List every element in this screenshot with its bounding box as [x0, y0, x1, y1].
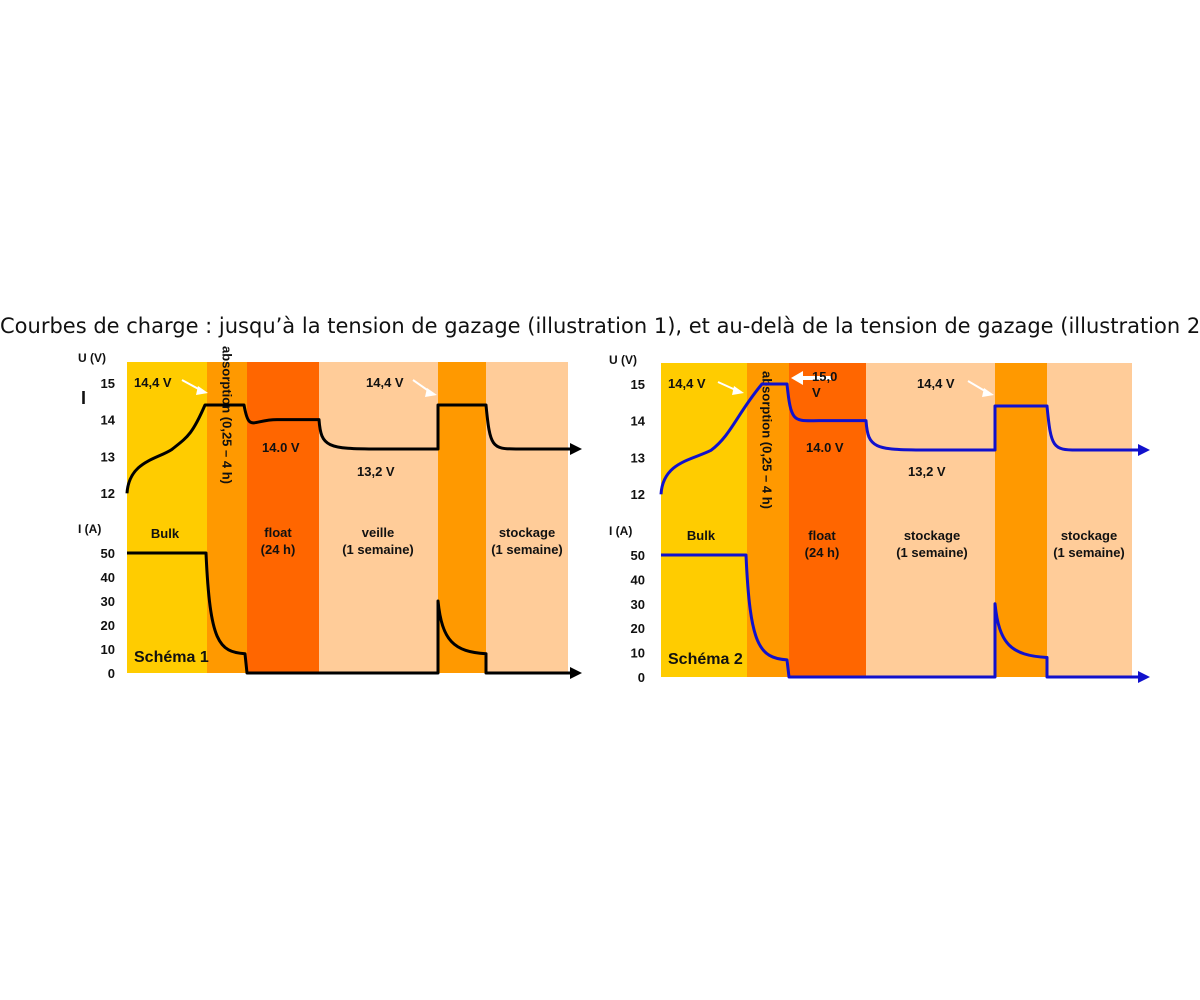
phase-label-float-2: (24 h) — [805, 545, 840, 560]
i-tick-30: 30 — [101, 594, 115, 609]
annotation-1: 14,4 V — [134, 375, 172, 390]
i-tick-20: 20 — [631, 621, 645, 636]
phase-band-stockage — [866, 363, 995, 677]
u-tick-12: 12 — [101, 486, 115, 501]
phase-band-veille — [319, 362, 438, 673]
voltage-arrowhead — [570, 443, 582, 455]
phase-label-stockage-2: (1 semaine) — [896, 545, 968, 560]
phase-label-stockage2-1: stockage — [1061, 528, 1117, 543]
u-tick-14: 14 — [101, 413, 116, 428]
i-tick-30: 30 — [631, 597, 645, 612]
annotation-4: 14.0 V — [806, 440, 844, 455]
pointer-arrowhead-2 — [982, 388, 994, 397]
voltage-arrowhead — [1138, 444, 1150, 456]
chart-2: Bulk absorption (0,25 – 4 h) float (24 h) st… — [609, 353, 1150, 685]
phase-label-stockage-1: stockage — [904, 528, 960, 543]
annotation-5: 13,2 V — [908, 464, 946, 479]
pointer-arrowhead-1 — [732, 386, 744, 395]
schema-label: Schéma 1 — [134, 649, 209, 666]
phase-label-bulk-1: Bulk — [151, 526, 180, 541]
u-tick-15: 15 — [631, 377, 645, 392]
i-tick-10: 10 — [631, 646, 645, 661]
current-curve — [127, 551, 572, 675]
phase-label-absorption: absorption (0,25 – 4 h) — [220, 346, 235, 484]
current-arrowhead — [1138, 671, 1150, 683]
i-tick-20: 20 — [101, 618, 115, 633]
schema-label: Schéma 2 — [668, 651, 743, 668]
u-tick-15: 15 — [101, 376, 115, 391]
phase-label-absorption: absorption (0,25 – 4 h) — [760, 371, 775, 509]
phase-band-float — [789, 363, 866, 677]
i-tick-40: 40 — [101, 570, 115, 585]
phase-label-veille-1: veille — [362, 525, 395, 540]
annotation-2: 14.0 V — [262, 440, 300, 455]
annotation-6: 14,4 V — [917, 376, 955, 391]
phase-label-stockage-1: stockage — [499, 525, 555, 540]
voltage-curve — [659, 382, 1140, 495]
pointer-arrowhead-2 — [425, 388, 437, 397]
phase-label-float-1: float — [264, 525, 292, 540]
i-axis-label: I (A) — [78, 522, 101, 536]
i-tick-0: 0 — [108, 666, 115, 681]
i-axis-label: I (A) — [609, 524, 632, 538]
current-arrowhead — [570, 667, 582, 679]
voltage-curve — [125, 403, 572, 494]
chart-1: Bulk absorption (0,25 – 4 h) float (24 h) ve… — [78, 346, 582, 681]
annotation-3: V — [812, 385, 821, 400]
phase-band-bulk — [661, 363, 747, 677]
annotation-3: 13,2 V — [357, 464, 395, 479]
i-tick-50: 50 — [631, 548, 645, 563]
phase-band-stockage — [486, 362, 568, 673]
annotation-1: 14,4 V — [668, 376, 706, 391]
current-curve — [661, 553, 1140, 679]
pointer-arrowhead-1 — [196, 386, 208, 395]
phase-label-stockage-2: (1 semaine) — [491, 542, 563, 557]
page-title: Courbes de charge : jusqu’à la tension d… — [0, 314, 1200, 338]
annotation-4: 14,4 V — [366, 375, 404, 390]
phase-band-absorption2 — [995, 363, 1047, 677]
phase-label-float-1: float — [808, 528, 836, 543]
i-tick-40: 40 — [631, 572, 645, 587]
u-tick-12: 12 — [631, 487, 645, 502]
u-axis-label: U (V) — [609, 353, 637, 367]
u-tick-13: 13 — [631, 450, 645, 465]
i-tick-0: 0 — [638, 670, 645, 685]
i-tick-50: 50 — [101, 546, 115, 561]
u-axis-label: U (V) — [78, 351, 106, 365]
phase-label-stockage2-2: (1 semaine) — [1053, 545, 1125, 560]
phase-label-float-2: (24 h) — [261, 542, 296, 557]
phase-band-float — [247, 362, 319, 673]
phase-band-bulk — [127, 362, 207, 673]
u-tick-13: 13 — [101, 449, 115, 464]
cursor-mark: I — [81, 388, 86, 408]
phase-label-bulk-1: Bulk — [687, 528, 716, 543]
annotation-2: 15,0 — [812, 369, 837, 384]
phase-label-veille-2: (1 semaine) — [342, 542, 414, 557]
phase-band-stockage2 — [1047, 363, 1132, 677]
phase-band-absorption2 — [438, 362, 486, 673]
u-tick-14: 14 — [631, 414, 646, 429]
i-tick-10: 10 — [101, 642, 115, 657]
pointer-arrowhead-peak — [791, 371, 803, 385]
